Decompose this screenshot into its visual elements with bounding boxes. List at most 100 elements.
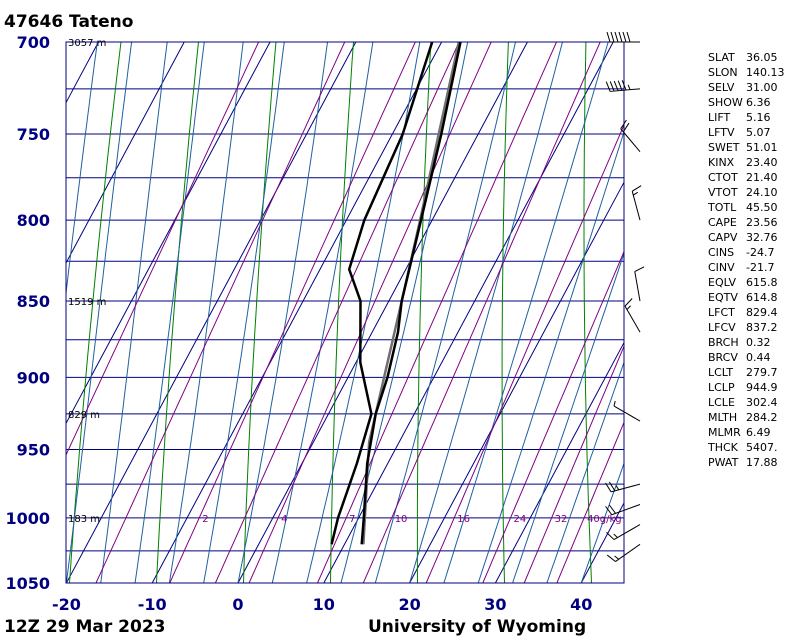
isobars [66,41,624,584]
dry-adiabat-line [330,42,354,583]
pressure-tick-label: 1050 [5,574,50,593]
index-row: TOTL 45.50 [708,200,785,215]
index-value: 45.50 [746,201,778,214]
moist-adiabat-line [477,130,624,583]
moist-adiabat-line [512,251,624,583]
index-name: CINS [708,246,735,259]
mixing-ratio-label: 16 [457,514,470,525]
pressure-tick-label: 950 [17,440,50,459]
index-value: 5407. [746,441,778,454]
index-name: EQTV [708,291,738,304]
height-label: 829 m [68,410,100,421]
moist-adiabat-line [237,42,328,583]
temperature-tick-label: 30 [484,595,506,614]
dewpoint-line [330,42,434,545]
index-name: BRCH [708,336,739,349]
index-value: 23.56 [746,216,778,229]
wind-barbs [605,31,645,562]
moist-adiabat-line [134,42,205,583]
index-row: BRCH 0.32 [708,335,785,350]
mixing-ratio-line [317,42,557,583]
moist-adiabat-line [0,42,31,583]
temperature-tick-label: 10 [313,595,335,614]
index-name: CAPE [708,216,737,229]
index-value: 615.8 [746,276,778,289]
moist-adiabat-line [546,360,624,583]
index-value: 0.32 [746,336,771,349]
moist-adiabat-line [271,42,374,583]
wind-barb [605,80,641,92]
moist-adiabat-line [168,42,244,583]
index-name: CTOT [708,171,738,184]
index-row: LIFT 5.16 [708,110,785,125]
height-label: 1519 m [68,297,106,308]
index-name: TOTL [708,201,737,214]
index-name: EQLV [708,276,737,289]
isotherm-line [237,42,528,583]
index-value: 36.05 [746,51,778,64]
moist-adiabat-line [66,42,133,583]
index-row: THCK 5407. [708,440,785,455]
index-name: SWET [708,141,740,154]
mixing-ratio-line [425,123,624,583]
index-value: -21.7 [746,261,775,274]
index-value: 21.40 [746,171,778,184]
index-row: MLMR 6.49 [708,425,785,440]
index-name: PWAT [708,456,739,469]
moist-adiabat-line [66,42,98,298]
index-name: CAPV [708,231,738,244]
index-value: 17.88 [746,456,778,469]
dry-adiabat-line [663,42,678,583]
wind-barb [634,266,645,302]
index-row: SHOW 6.36 [708,95,785,110]
temperature-tick-labels: -20 -10 0 10 20 30 40 [52,595,592,614]
index-row: EQLV 615.8 [708,275,785,290]
index-value: 284.2 [746,411,778,424]
dry-adiabat-line [156,42,199,583]
isotherm-line [409,181,624,583]
pressure-tick-label: 1000 [5,509,50,528]
index-name: KINX [708,156,735,169]
mixing-ratio-line [362,42,601,583]
index-name: LCLP [708,381,735,394]
mixing-ratio-line [214,42,460,583]
index-value: 944.9 [746,381,778,394]
temperature-tick-label: 0 [232,595,243,614]
index-row: LCLP 944.9 [708,380,785,395]
index-row: MLTH 284.2 [708,410,785,425]
height-label: 183 m [68,514,100,525]
index-value: 23.40 [746,156,778,169]
wind-barb [606,31,640,43]
temperature-tick-label: -10 [138,595,167,614]
plot-frame [65,41,625,584]
wind-barb [620,119,641,153]
index-row: SLAT 36.05 [708,50,785,65]
mixing-ratio-label: 4 [281,514,287,525]
index-row: PWAT 17.88 [708,455,785,470]
index-name: LFTV [708,126,735,139]
index-value: 829.4 [746,306,778,319]
index-row: LFCV 837.2 [708,320,785,335]
index-name: LFCV [708,321,736,334]
index-name: LCLE [708,396,735,409]
moist-adiabat-line [0,42,64,583]
chart-title: 47646 Tateno [4,12,134,32]
isotherm-line [66,42,271,425]
index-value: 5.07 [746,126,771,139]
index-row: KINX 23.40 [708,155,785,170]
index-row: CINV -21.7 [708,260,785,275]
index-row: LCLE 302.4 [708,395,785,410]
index-row: CAPV 32.76 [708,230,785,245]
index-value: 140.13 [746,66,785,79]
observation-time: 12Z 29 Mar 2023 [4,617,166,637]
height-labels: 3057 m 1519 m 829 m 183 m [68,38,106,525]
index-row: CTOT 21.40 [708,170,785,185]
index-value: 5.16 [746,111,771,124]
isotherm-line [151,42,443,583]
index-name: MLMR [708,426,741,439]
pressure-tick-label: 900 [17,368,50,387]
index-value: 31.00 [746,81,778,94]
index-name: SELV [708,81,735,94]
source-credit: University of Wyoming [368,617,587,637]
